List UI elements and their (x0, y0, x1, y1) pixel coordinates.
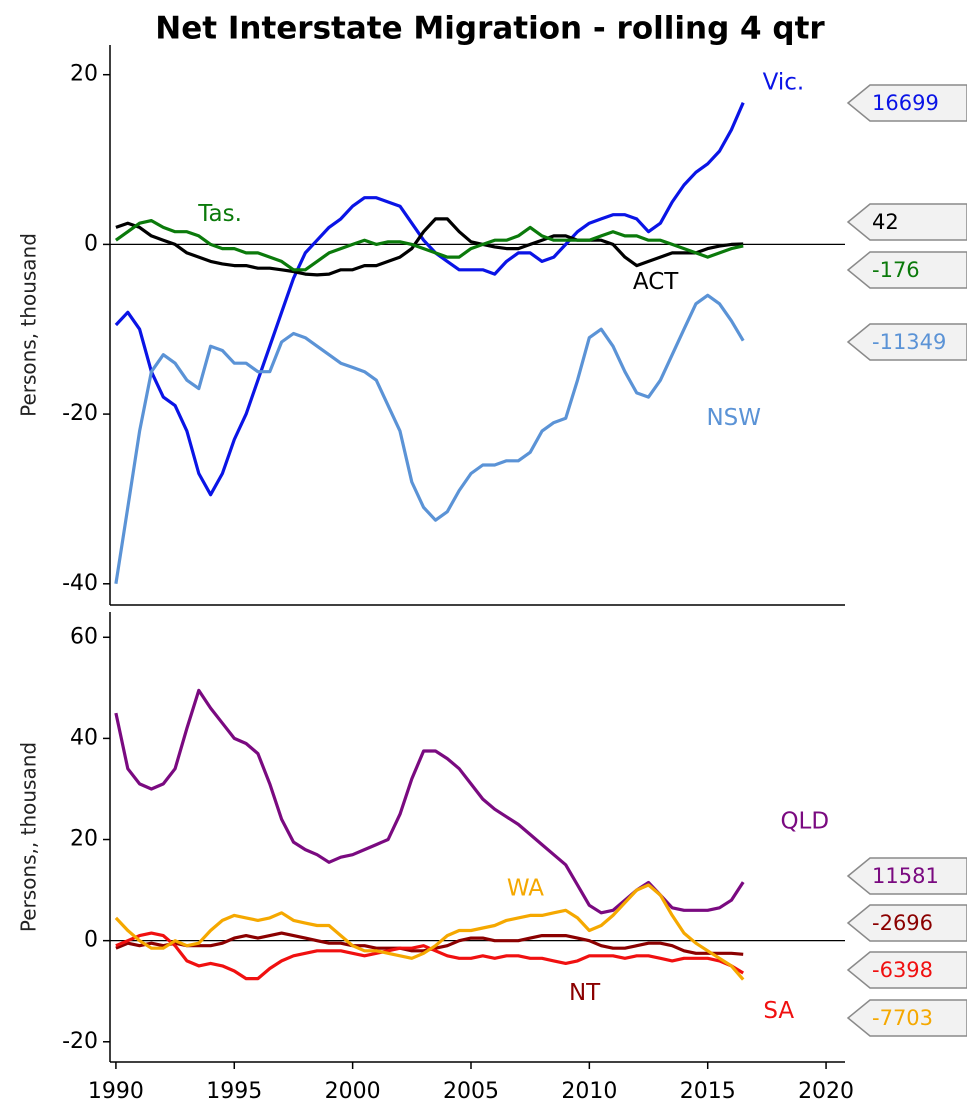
callout-label: 42 (872, 210, 899, 234)
series-name: QLD (780, 808, 829, 834)
callout-label: -6398 (872, 958, 933, 982)
y-tick-label: 60 (70, 624, 98, 649)
series-name: ACT (633, 269, 679, 295)
x-tick-label: 1990 (88, 1079, 144, 1104)
series-line (114, 102, 745, 497)
callout-box (846, 251, 967, 289)
callout-box (846, 999, 967, 1037)
x-tick-label: 2000 (325, 1079, 381, 1104)
x-tick-label: 1995 (206, 1079, 262, 1104)
callout-box (846, 904, 967, 942)
series-line (115, 217, 744, 277)
x-tick-label: 2005 (443, 1079, 499, 1104)
series-name: NT (569, 980, 601, 1006)
series-line (115, 931, 745, 981)
series-name: Tas. (197, 201, 242, 227)
x-tick-label: 2020 (798, 1079, 854, 1104)
y-tick-label: -20 (62, 1029, 98, 1054)
chart-title: Net Interstate Migration - rolling 4 qtr (155, 11, 825, 47)
callout-label: -2696 (872, 911, 933, 935)
callout-box (846, 323, 967, 361)
y-tick-label: 20 (70, 827, 98, 852)
callout-box (846, 84, 967, 122)
callout-label: -11349 (872, 330, 946, 354)
x-tick-label: 2015 (680, 1079, 736, 1104)
y-tick-label: 0 (84, 928, 98, 953)
callout-label: 16699 (872, 91, 939, 115)
callout-box (846, 857, 967, 895)
series-name: WA (507, 876, 544, 902)
callout-label: -176 (872, 258, 920, 282)
y-axis-label: Persons, thousand (17, 233, 41, 417)
series-line (114, 883, 745, 981)
series-name: Vic. (763, 70, 805, 96)
series-name: SA (763, 998, 794, 1024)
series-name: NSW (706, 405, 761, 431)
x-tick-label: 2010 (561, 1079, 617, 1104)
series-line (114, 293, 745, 585)
series-line (114, 219, 744, 272)
callout-box (846, 951, 967, 989)
y-tick-label: -40 (62, 571, 98, 596)
series-line (114, 688, 745, 915)
y-tick-label: 20 (70, 62, 98, 87)
callout-label: -7703 (872, 1006, 933, 1030)
callout-box (846, 203, 967, 241)
y-tick-label: 0 (84, 231, 98, 256)
y-tick-label: 40 (70, 725, 98, 750)
y-axis-label: Persons,, thousand (17, 742, 41, 932)
y-tick-label: -20 (62, 401, 98, 426)
callout-label: 11581 (872, 864, 939, 888)
